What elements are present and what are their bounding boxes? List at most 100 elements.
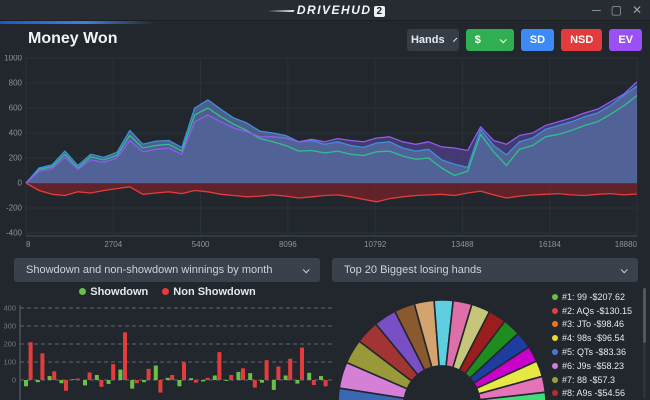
bar-legend-item[interactable]: Showdown <box>79 286 148 298</box>
series-total-won <box>25 85 638 184</box>
bar <box>205 377 210 380</box>
legend-dot-icon <box>552 293 558 300</box>
bar <box>35 380 40 383</box>
pie-legend-item[interactable]: #8: A9s -$54.56 <box>552 387 640 400</box>
pie-legend-item[interactable]: #6: J9s -$58.23 <box>552 359 640 373</box>
bar <box>123 332 127 380</box>
pie-legend-item[interactable]: #4: 98s -$96.54 <box>552 331 640 345</box>
page-title: Money Won <box>28 30 118 47</box>
svg-text:-200: -200 <box>6 204 23 213</box>
bar <box>83 380 87 386</box>
bar <box>142 380 146 383</box>
svg-text:16184: 16184 <box>539 240 562 249</box>
bar-legend-item[interactable]: Non Showdown <box>162 286 256 298</box>
hands-dropdown-label: Hands <box>410 34 445 46</box>
bar <box>193 380 198 383</box>
bar <box>229 374 234 380</box>
svg-text:13488: 13488 <box>451 240 474 249</box>
nsd-button[interactable]: NSD <box>561 29 603 51</box>
logo-swoosh-icon <box>267 10 295 12</box>
pie-legend-item[interactable]: #7: 88 -$57.3 <box>552 373 640 387</box>
left-panel-dropdown[interactable]: Showdown and non-showdown winnings by mo… <box>14 258 320 282</box>
bar <box>276 366 281 380</box>
panel-selectors: Showdown and non-showdown winnings by mo… <box>0 256 650 284</box>
bar <box>248 373 253 380</box>
bar <box>212 375 217 380</box>
svg-text:300: 300 <box>3 322 16 331</box>
pie-legend-label: #4: 98s -$96.54 <box>562 333 625 344</box>
pie-slice <box>478 391 547 400</box>
sd-button-label: SD <box>529 34 546 46</box>
legend-dot-icon <box>552 349 558 356</box>
bar <box>75 378 80 380</box>
bar <box>260 380 264 383</box>
svg-text:18880: 18880 <box>615 240 638 249</box>
chevron-down-icon <box>499 35 507 43</box>
right-panel-dropdown[interactable]: Top 20 Biggest losing hands <box>332 258 638 282</box>
header: Money Won Hands $ SD NSD EV <box>0 24 650 56</box>
pie-legend-label: #1: 99 -$207.62 <box>562 291 626 302</box>
bar <box>319 376 323 380</box>
money-won-line-chart: 8 2704 5400 8096 10792 13488 16184 18880 1000 800… <box>4 55 638 249</box>
series-showdown <box>25 94 638 184</box>
bar-legend-label: Showdown <box>90 286 149 298</box>
bar <box>201 380 205 382</box>
bar <box>283 375 288 380</box>
ev-button[interactable]: EV <box>609 29 642 51</box>
hands-dropdown[interactable]: Hands <box>406 29 459 51</box>
legend-scrollbar-thumb[interactable] <box>643 288 646 343</box>
bar <box>271 380 276 390</box>
accent-progress-bar <box>0 21 155 24</box>
bar <box>64 380 68 391</box>
bar <box>177 380 182 387</box>
legend-dot-icon <box>552 362 558 369</box>
logo-text: DRIVEHUD <box>296 3 372 17</box>
losing-hands-pie-chart <box>337 299 547 400</box>
maximize-icon[interactable]: ▢ <box>610 3 622 17</box>
ev-button-label: EV <box>618 34 633 46</box>
bar <box>52 371 57 380</box>
bar <box>288 358 293 380</box>
bar <box>241 368 245 380</box>
legend-dot-icon <box>552 376 558 383</box>
bar <box>323 380 328 387</box>
minimize-icon[interactable]: ─ <box>592 3 601 17</box>
bar <box>47 376 52 380</box>
pie-legend-label: #6: J9s -$58.23 <box>562 360 625 371</box>
bar <box>59 380 64 384</box>
pie-legend-label: #3: JTo -$98.46 <box>562 319 625 330</box>
bar <box>311 380 316 386</box>
sd-button[interactable]: SD <box>520 29 555 51</box>
currency-dropdown[interactable]: $ <box>465 29 514 51</box>
bar <box>28 342 33 380</box>
svg-text:0: 0 <box>18 179 23 188</box>
bar <box>170 374 175 380</box>
svg-text:2704: 2704 <box>104 240 122 249</box>
logo-version-badge: 2 <box>373 6 386 17</box>
pie-legend-item[interactable]: #5: QTs -$83.36 <box>552 345 640 359</box>
legend-dot-icon <box>162 288 170 295</box>
bar <box>189 378 194 380</box>
bar <box>99 380 104 387</box>
bar <box>130 380 135 389</box>
pie-legend-item[interactable]: #3: JTo -$98.46 <box>552 318 640 332</box>
bar <box>295 380 300 384</box>
bar-legend-label: Non Showdown <box>173 286 256 298</box>
pie-legend-item[interactable]: #1: 99 -$207.62 <box>552 290 640 304</box>
pie-legend-item[interactable]: #2: AQs -$130.15 <box>552 304 640 318</box>
legend-scrollbar <box>643 288 646 398</box>
bar <box>165 377 170 380</box>
legend-dot-icon <box>552 321 558 328</box>
svg-text:100: 100 <box>3 358 16 367</box>
svg-text:5400: 5400 <box>192 240 210 249</box>
pie-legend-label: #5: QTs -$83.36 <box>562 347 627 358</box>
pie-chart-legend: #1: 99 -$207.62 #2: AQs -$130.15 #3: JTo -… <box>552 290 640 400</box>
pie-legend-label: #8: A9s -$54.56 <box>562 388 626 399</box>
bar <box>24 380 28 387</box>
chevron-down-icon <box>302 265 310 273</box>
drivehud-logo: DRIVEHUD 2 <box>0 3 650 17</box>
svg-text:800: 800 <box>9 79 23 88</box>
bar <box>300 347 304 380</box>
series-non-showdown <box>25 182 638 203</box>
close-icon[interactable]: ✕ <box>631 3 642 17</box>
